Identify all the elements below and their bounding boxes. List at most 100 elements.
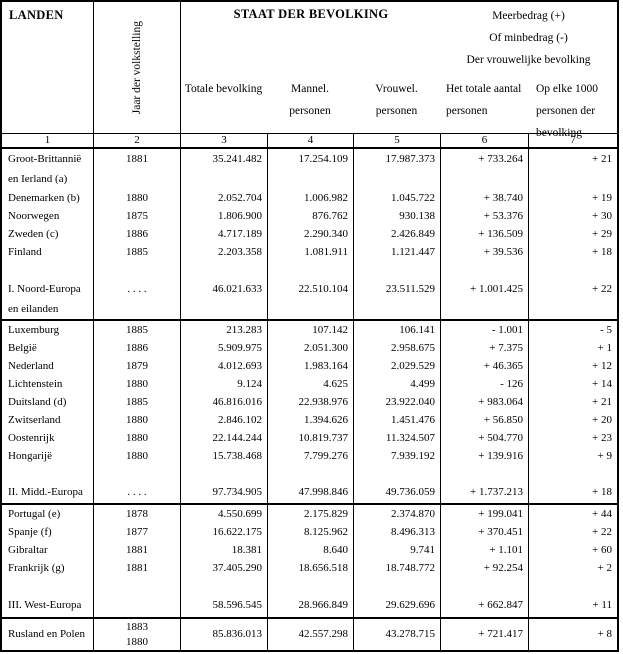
table-row: Frankrijk (g) 1881 37.405.290 18.656.518 18.… <box>2 559 617 577</box>
value-cell: 97.734.905 <box>180 481 267 503</box>
value-cell <box>440 465 528 481</box>
census-year-header: Jaar der volkstelling <box>94 2 180 133</box>
value-cell: 1.121.447 <box>353 243 440 261</box>
value-cell: 8.640 <box>267 541 353 559</box>
value-cell: 2.175.829 <box>267 505 353 523</box>
year-cell: 1881 <box>93 149 180 189</box>
country-cell: II. Midd.-Europa <box>8 486 83 498</box>
value-cell: + 46.365 <box>440 357 528 375</box>
value-cell: 23.922.040 <box>353 393 440 411</box>
table-row: Groot-Brittannië en Ierland (a) 1881 35.24… <box>2 149 617 189</box>
table-body: Groot-Brittannië en Ierland (a) 1881 35.24… <box>2 149 617 650</box>
value-cell: 46.816.016 <box>180 393 267 411</box>
table-row: Lichtenstein 1880 9.124 4.625 4.499- 126 + 14 <box>2 375 617 393</box>
value-cell: 4.717.189 <box>180 225 267 243</box>
column-number: 6 <box>440 134 528 147</box>
table-row: Oostenrijk 1880 22.144.244 10.819.737 11.324… <box>2 429 617 447</box>
value-cell: 18.656.518 <box>267 559 353 577</box>
country-cell: Frankrijk (g) <box>8 562 65 574</box>
value-cell: + 8 <box>528 619 617 650</box>
value-cell: + 44 <box>528 505 617 523</box>
value-cell: 1.045.722 <box>353 189 440 207</box>
value-cell: 1.081.911 <box>267 243 353 261</box>
value-cell: - 5 <box>528 321 617 339</box>
country-cell: Nederland <box>8 360 54 372</box>
value-cell: + 39.536 <box>440 243 528 261</box>
table-row: Rusland en Polen 1883 1880 85.836.013 42.55… <box>2 617 617 650</box>
value-cell: + 53.376 <box>440 207 528 225</box>
table-header: LANDEN Jaar der volkstelling STAAT DER B… <box>2 2 617 139</box>
value-cell: + 721.417 <box>440 619 528 650</box>
value-cell: + 504.770 <box>440 429 528 447</box>
value-cell: 49.736.059 <box>353 481 440 503</box>
value-cell <box>267 465 353 481</box>
total-row: II. Midd.-Europa . . . . 97.734.905 47.998.… <box>2 481 617 503</box>
year-cell: 1885 <box>93 321 180 339</box>
value-cell <box>180 261 267 279</box>
value-cell: + 12 <box>528 357 617 375</box>
country-cell: Spanje (f) <box>8 526 52 538</box>
value-cell: 8.125.962 <box>267 523 353 541</box>
country-cell: Portugal (e) <box>8 508 61 520</box>
value-cell: + 2 <box>528 559 617 577</box>
value-cell: + 60 <box>528 541 617 559</box>
value-cell <box>528 465 617 481</box>
year-cell: 1878 <box>93 505 180 523</box>
value-cell: + 14 <box>528 375 617 393</box>
male-persons-column-label: Mannel. personen <box>289 83 331 117</box>
value-cell: 22.510.104 <box>267 279 353 319</box>
total-population-column-label: Totale bevolking <box>184 83 263 95</box>
value-cell: 47.998.846 <box>267 481 353 503</box>
column-number: 7 <box>528 134 617 147</box>
value-cell: 2.052.704 <box>180 189 267 207</box>
year-cell: 1880 <box>93 375 180 393</box>
year-cell: 1881 <box>93 559 180 577</box>
total-row: III. West-Europa 58.596.545 28.966.849 29.6… <box>2 593 617 617</box>
column-divider <box>180 2 181 133</box>
year-cell <box>93 465 180 481</box>
value-cell: + 1.001.425 <box>440 279 528 319</box>
year-cell: 1879 <box>93 357 180 375</box>
value-cell: 15.738.468 <box>180 447 267 465</box>
country-cell: I. Noord-Europa en eilanden <box>8 283 81 315</box>
value-cell: 18.381 <box>180 541 267 559</box>
value-cell: 2.051.300 <box>267 339 353 357</box>
value-cell: 23.511.529 <box>353 279 440 319</box>
value-cell: 1.451.476 <box>353 411 440 429</box>
value-cell <box>267 577 353 593</box>
value-cell <box>180 577 267 593</box>
value-cell: 2.374.870 <box>353 505 440 523</box>
value-cell: 2.029.529 <box>353 357 440 375</box>
value-cell: + 92.254 <box>440 559 528 577</box>
value-cell: + 1 <box>528 339 617 357</box>
table-row: Noorwegen 1875 1.806.900 876.762 930.138 + 53… <box>2 207 617 225</box>
value-cell: 1.006.982 <box>267 189 353 207</box>
table-row: Zweden (c) 1886 4.717.189 2.290.340 2.426.84… <box>2 225 617 243</box>
table-row: België 1886 5.909.975 2.051.300 2.958.675 + 7… <box>2 339 617 357</box>
value-cell: + 22 <box>528 523 617 541</box>
total-number-column-label: Het totale aantal personen <box>446 83 522 117</box>
value-cell: 1.806.900 <box>180 207 267 225</box>
year-cell: 1877 <box>93 523 180 541</box>
value-cell: 22.144.244 <box>180 429 267 447</box>
value-cell <box>353 261 440 279</box>
value-cell: 1.983.164 <box>267 357 353 375</box>
value-cell: + 983.064 <box>440 393 528 411</box>
value-cell: 2.958.675 <box>353 339 440 357</box>
value-cell <box>353 465 440 481</box>
year-cell: 1885 <box>93 393 180 411</box>
table-row: Finland 1885 2.203.358 1.081.911 1.121.447 + … <box>2 243 617 261</box>
column-number: 3 <box>180 134 267 147</box>
value-cell: 22.938.976 <box>267 393 353 411</box>
value-cell: + 136.509 <box>440 225 528 243</box>
value-cell: + 18 <box>528 481 617 503</box>
table-row: Hongarijë 1880 15.738.468 7.799.276 7.939.19… <box>2 447 617 465</box>
value-cell: + 733.264 <box>440 149 528 189</box>
value-cell: 28.966.849 <box>267 593 353 617</box>
value-cell: + 199.041 <box>440 505 528 523</box>
value-cell: 35.241.482 <box>180 149 267 189</box>
table-row: Portugal (e) 1878 4.550.699 2.175.829 2.374.… <box>2 503 617 523</box>
value-cell: 58.596.545 <box>180 593 267 617</box>
value-cell: 10.819.737 <box>267 429 353 447</box>
surplus-group-header: Meerbedrag (+) Of minbedrag (-) Der vrou… <box>466 10 591 66</box>
